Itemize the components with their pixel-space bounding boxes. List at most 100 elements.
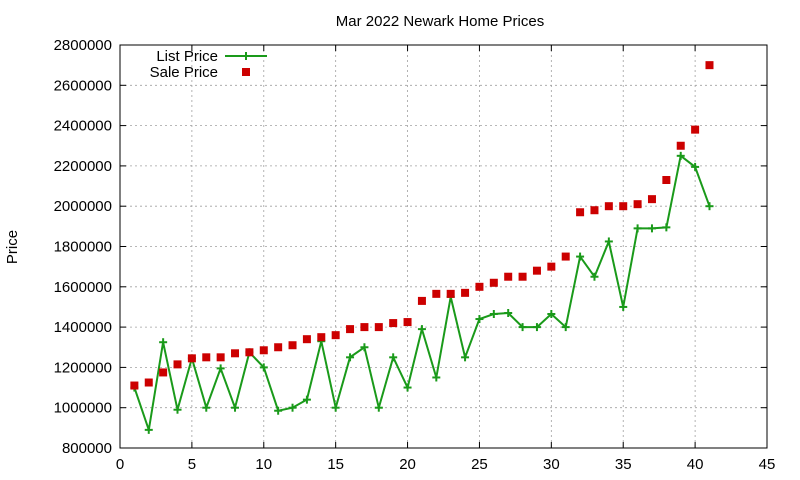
sale-price-point <box>662 176 671 185</box>
sale-price-point <box>374 323 383 332</box>
sale-price-point <box>475 282 484 291</box>
sale-price-point <box>417 296 426 305</box>
sale-price-point <box>446 289 455 298</box>
x-tick-label: 15 <box>327 456 344 473</box>
x-tick-label: 30 <box>543 456 560 473</box>
sale-price-point <box>691 125 700 134</box>
list-price-point <box>274 406 283 415</box>
list-price-point <box>504 308 513 317</box>
list-price-point <box>159 338 168 347</box>
list-price-point <box>302 395 311 404</box>
sale-price-point <box>231 349 240 358</box>
sale-price-point <box>604 202 613 211</box>
y-tick-label: 2800000 <box>54 37 112 54</box>
sale-price-point <box>633 200 642 209</box>
list-price-point <box>173 405 182 414</box>
grid-lines <box>120 45 767 448</box>
sale-price-point <box>331 331 340 340</box>
x-tick-label: 35 <box>615 456 632 473</box>
x-tick-label: 20 <box>399 456 416 473</box>
list-price-point <box>576 252 585 261</box>
sale-price-point <box>619 202 628 211</box>
sale-price-point <box>317 333 326 342</box>
y-tick-label: 1800000 <box>54 239 112 256</box>
x-tick-label: 0 <box>116 456 124 473</box>
y-axis-label: Price <box>4 230 21 264</box>
sale-price-point <box>547 262 556 271</box>
list-price-point <box>432 373 441 382</box>
sale-price-point <box>259 346 268 355</box>
list-price-point <box>231 403 240 412</box>
axes: 0 5 10 15 20 25 30 35 40 45 800000 1000000 1200000 14… <box>54 37 776 473</box>
list-price-point <box>216 364 225 373</box>
sale-price-point <box>360 323 369 332</box>
sale-price-point <box>576 208 585 217</box>
sale-price-point <box>590 206 599 215</box>
list-price-point <box>417 325 426 334</box>
chart-title: Mar 2022 Newark Home Prices <box>336 13 544 30</box>
list-price-point <box>403 383 412 392</box>
list-price-point <box>647 224 656 233</box>
list-price-point <box>518 323 527 332</box>
sale-price-point <box>187 354 196 363</box>
sale-price-point <box>274 343 283 352</box>
x-tick-label: 40 <box>687 456 704 473</box>
sale-price-point <box>705 61 714 70</box>
sale-price-point <box>504 272 513 281</box>
y-tick-label: 1600000 <box>54 279 112 296</box>
x-tick-label: 5 <box>188 456 196 473</box>
y-tick-label: 1200000 <box>54 359 112 376</box>
sale-price-point <box>432 289 441 298</box>
list-price-point <box>547 310 556 319</box>
x-tick-label: 45 <box>759 456 776 473</box>
sale-price-point <box>489 278 498 287</box>
sale-price-point <box>518 272 527 281</box>
sale-price-point <box>302 335 311 344</box>
sale-price-point <box>173 360 182 369</box>
y-tick-label: 2400000 <box>54 118 112 135</box>
x-tick-label: 10 <box>255 456 272 473</box>
list-price-point <box>676 151 685 160</box>
list-price-point <box>475 315 484 324</box>
legend-label-sale-price: Sale Price <box>150 64 218 81</box>
x-tick-label: 25 <box>471 456 488 473</box>
sale-price-point <box>647 195 656 204</box>
list-price-point <box>705 202 714 211</box>
list-price-point <box>288 403 297 412</box>
plot-frame <box>119 44 768 449</box>
y-tick-label: 1400000 <box>54 319 112 336</box>
sale-price-point <box>202 353 211 362</box>
sale-price-point <box>144 378 153 387</box>
sale-price-point <box>346 325 355 334</box>
y-tick-label: 2600000 <box>54 77 112 94</box>
sale-price-point <box>461 288 470 297</box>
list-price-point <box>532 323 541 332</box>
y-tick-label: 2000000 <box>54 198 112 215</box>
sale-price-point <box>403 318 412 327</box>
list-price-point <box>561 323 570 332</box>
y-tick-label: 2200000 <box>54 158 112 175</box>
list-price-point <box>374 403 383 412</box>
list-price-point <box>144 425 153 434</box>
sale-price-point <box>130 381 139 390</box>
sale-price-point <box>561 252 570 261</box>
y-tick-label: 1000000 <box>54 400 112 417</box>
sale-price-point <box>389 319 398 328</box>
legend: List Price Sale Price <box>150 48 267 81</box>
sale-price-point <box>216 353 225 362</box>
list-price-point <box>346 353 355 362</box>
list-price-point <box>619 302 628 311</box>
list-price-point <box>489 310 498 319</box>
legend-sample-sale-price <box>242 68 250 76</box>
list-price-point <box>389 353 398 362</box>
list-price-point <box>662 223 671 232</box>
legend-label-list-price: List Price <box>156 48 218 65</box>
sale-price-point <box>676 141 685 150</box>
list-price-point <box>633 224 642 233</box>
list-price-point <box>360 343 369 352</box>
list-price-point <box>590 272 599 281</box>
data-series <box>130 61 714 434</box>
sale-price-point <box>288 341 297 350</box>
